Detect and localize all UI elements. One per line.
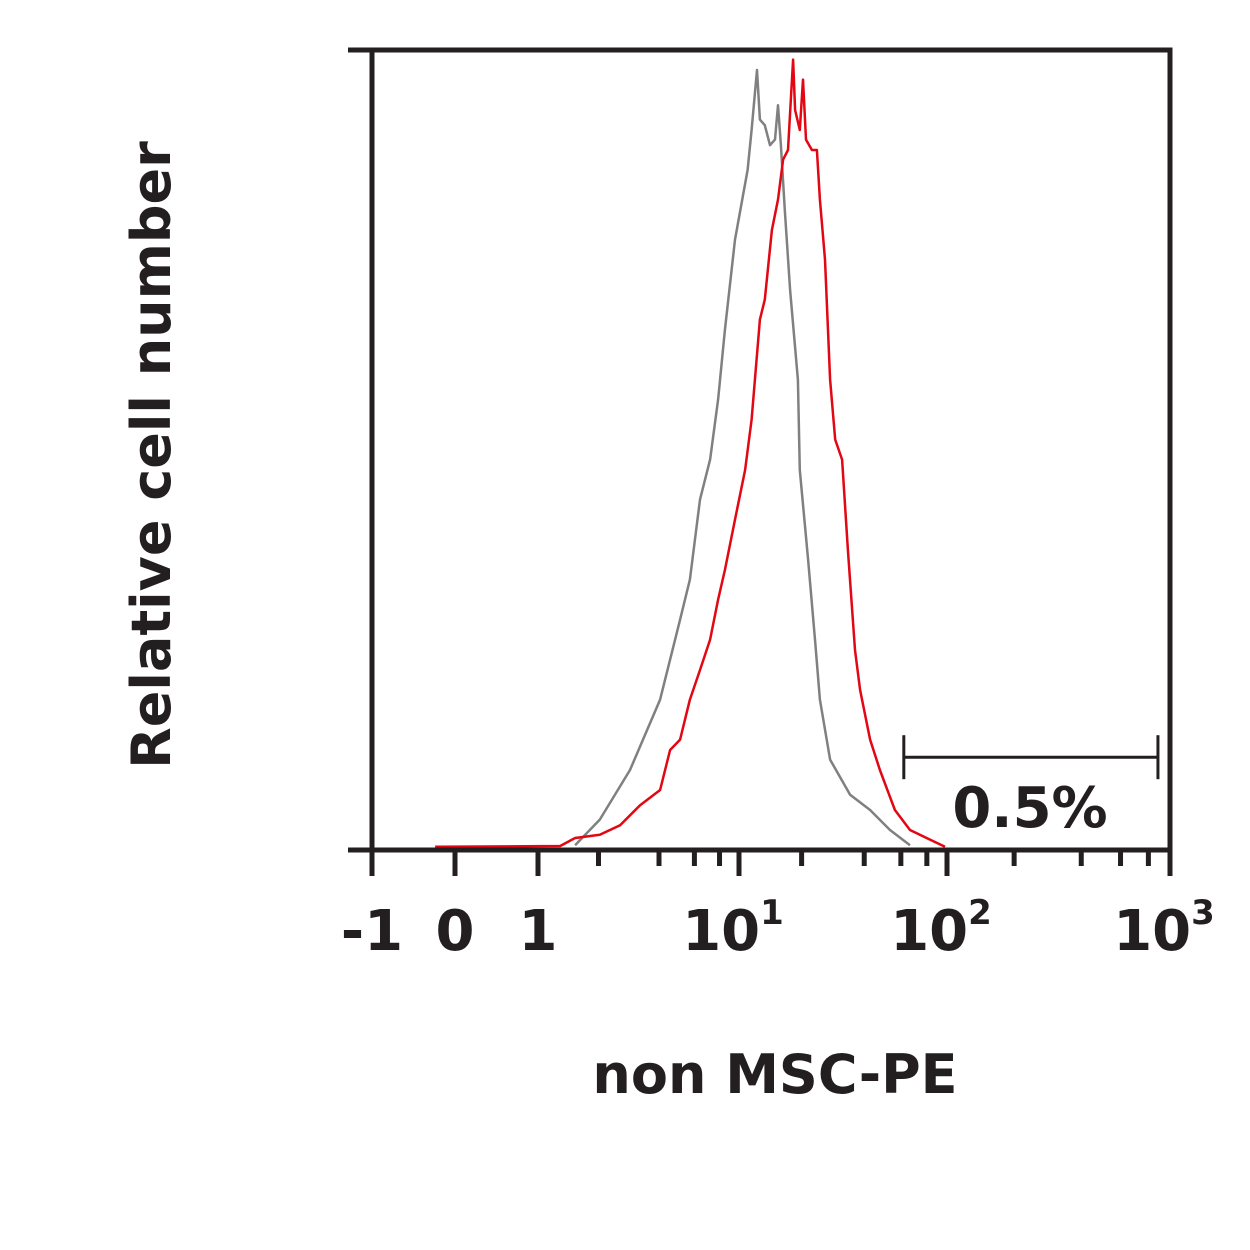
- x-tick-label: 0: [436, 899, 475, 964]
- histogram-series-0: [574, 68, 911, 847]
- x-tick-label: 103: [1113, 893, 1215, 964]
- x-tick-label: 1: [519, 899, 558, 964]
- histogram-series-1: [435, 58, 946, 849]
- x-tick-label: 102: [890, 893, 992, 964]
- gate-marker: [902, 735, 1160, 780]
- x-axis-ticks: [369, 850, 1173, 876]
- x-tick-label: -1: [341, 899, 403, 964]
- y-axis-title: Relative cell number: [120, 141, 183, 769]
- x-axis-title: non MSC-PE: [592, 1043, 957, 1106]
- curves: [435, 58, 946, 849]
- plot-frame: [369, 47, 1173, 853]
- x-axis-tick-labels: -1 0 1 101 102 103: [341, 893, 1215, 964]
- gate-percentage-label: 0.5%: [952, 776, 1107, 841]
- x-tick-label: 101: [682, 893, 784, 964]
